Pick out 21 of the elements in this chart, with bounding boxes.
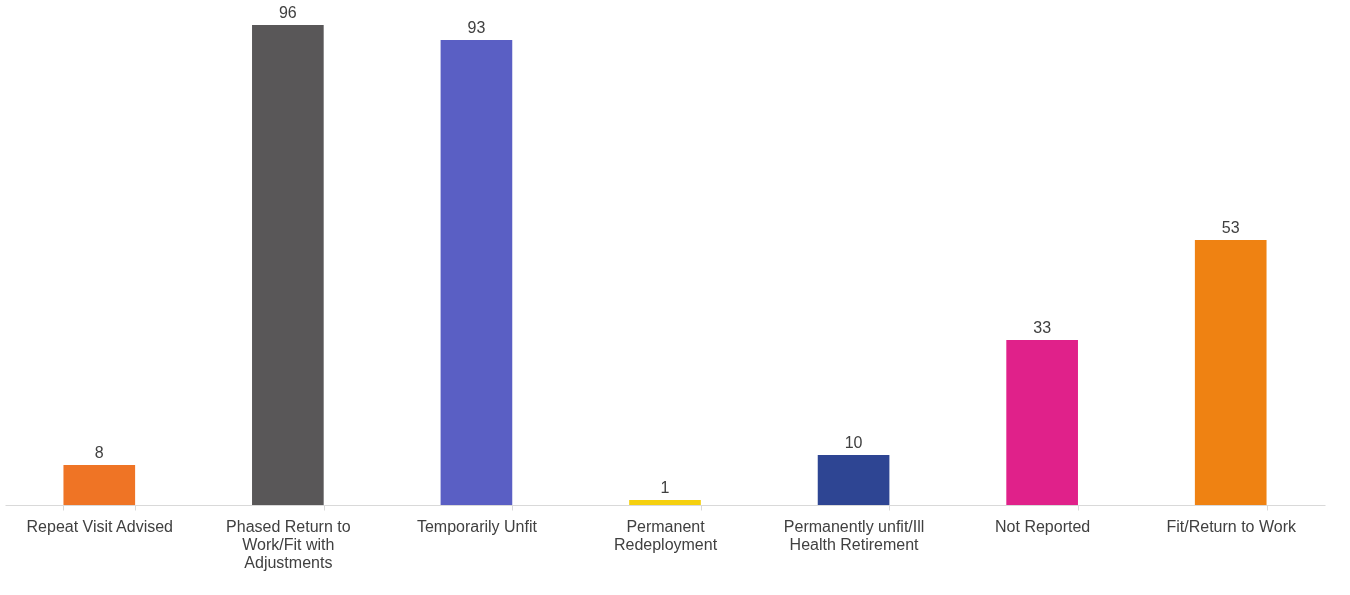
x-tick-label: Permanently unfit/Ill Health Retirement: [783, 517, 925, 553]
bar: [252, 25, 324, 505]
x-tick-label: Fit/Return to Work: [1166, 517, 1297, 535]
x-tick-label: Permanent Redeployment: [613, 517, 718, 553]
bar: [817, 455, 890, 505]
x-tick-label: Repeat Visit Advised: [26, 517, 174, 535]
bar: [1194, 240, 1267, 505]
data-label: 93: [467, 19, 486, 36]
bar: [63, 465, 136, 505]
data-label: 8: [94, 444, 104, 461]
bar: [629, 500, 701, 505]
bar: [440, 40, 513, 505]
x-tick-label: Temporarily Unfit: [416, 517, 538, 535]
x-tick-label: Phased Return to Work/Fit with Adjustments: [226, 517, 351, 571]
data-label: 1: [660, 479, 670, 496]
data-label: 96: [278, 4, 297, 21]
x-tick-label: Not Reported: [995, 517, 1091, 535]
data-label: 33: [1033, 319, 1052, 336]
data-label: 53: [1221, 219, 1240, 236]
bar: [1006, 340, 1078, 505]
data-label: 10: [844, 434, 863, 451]
